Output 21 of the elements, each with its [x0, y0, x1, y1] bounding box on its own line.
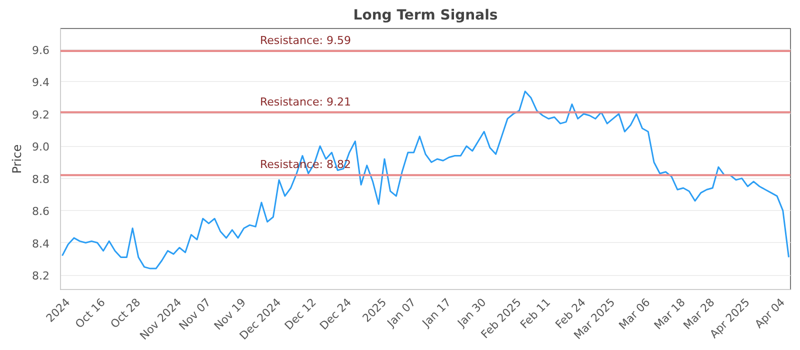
y-tick-label: 9.0: [32, 140, 50, 154]
chart-title: Long Term Signals: [353, 8, 498, 24]
y-axis-title: Price: [10, 144, 24, 174]
y-tick-label: 8.8: [32, 172, 50, 186]
x-tick-label: Jan 07: [384, 296, 418, 330]
x-tick-label: Mar 06: [616, 296, 653, 332]
x-tick-label: Apr 04: [752, 296, 788, 331]
line-series: [62, 90, 790, 270]
ref-line-label: Resistance: 9.59: [260, 34, 351, 48]
x-tick-label: Dec 12: [282, 296, 319, 333]
y-tick-label: 9.6: [32, 44, 50, 57]
y-tick-label: 9.4: [32, 76, 50, 90]
y-tick-label: 8.4: [32, 237, 50, 250]
x-tick-label: Dec 24: [317, 296, 354, 333]
x-tick-label: Oct 28: [108, 296, 144, 331]
x-tick-label: Oct 16: [72, 296, 108, 331]
ref-line-label: Resistance: 9.21: [260, 95, 351, 108]
y-tick-label: 9.2: [32, 108, 50, 122]
x-tick-label: Jan 17: [419, 296, 454, 330]
y-tick-label: 8.2: [32, 270, 50, 282]
y-tick-label: 8.6: [32, 205, 50, 218]
